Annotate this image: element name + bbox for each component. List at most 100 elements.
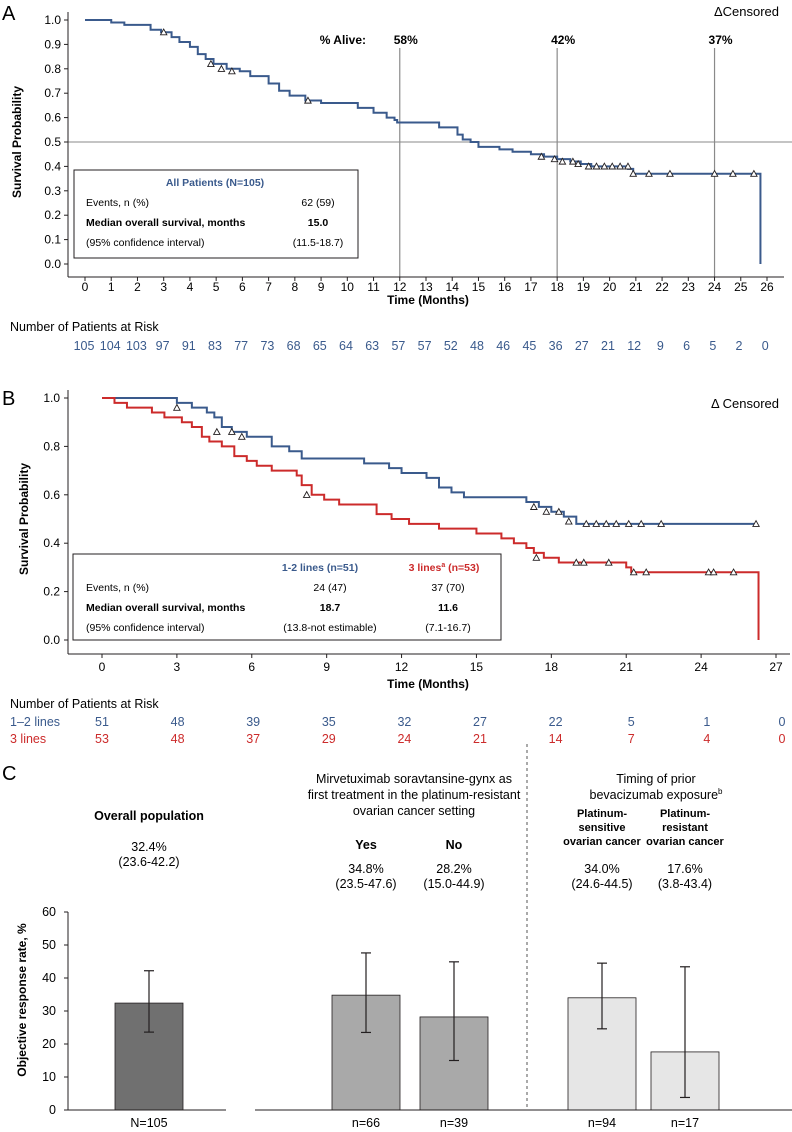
censor-mark-a bbox=[550, 154, 559, 163]
y-tick-label-b: 0.8 bbox=[43, 439, 60, 453]
panel-c-bar-chart: Mirvetuximab soravtansine-gynx as first t… bbox=[15, 744, 792, 1130]
stats-row-value-3-lines: 37 (70) bbox=[431, 582, 464, 594]
x-tick-label-b: 18 bbox=[545, 660, 559, 674]
y-tick-label-b: 0.2 bbox=[43, 585, 60, 599]
bar-category-label-c: ovarian cancer bbox=[563, 836, 641, 848]
bar-category-label-c: Overall population bbox=[94, 809, 204, 823]
censor-mark-a bbox=[206, 59, 215, 67]
risk-count-a: 9 bbox=[657, 339, 664, 353]
censored-legend-b: Δ Censored bbox=[711, 396, 779, 411]
bar-category-label-c: sensitive bbox=[578, 822, 625, 834]
panel-label-b: B bbox=[2, 388, 15, 410]
censor-mark-b bbox=[532, 553, 541, 561]
y-tick-label-a: 0.8 bbox=[44, 62, 61, 76]
y-axis-label-c: Objective response rate, % bbox=[15, 923, 29, 1077]
censor-mark-a bbox=[537, 152, 546, 160]
censor-mark-a bbox=[159, 28, 168, 36]
x-tick-label-a: 8 bbox=[292, 280, 299, 294]
group-title-line-c: ovarian cancer setting bbox=[353, 804, 475, 818]
stats-row-value-3-lines: 11.6 bbox=[438, 602, 458, 614]
bar-category-label-c: Yes bbox=[355, 838, 377, 852]
stats-row-value-3-lines: (7.1-16.7) bbox=[425, 622, 471, 634]
risk-row-label-b: 1–2 lines bbox=[10, 715, 60, 729]
panel-b-km-chart: Δ Censored 0.00.20.40.60.81.00 3 6 9 12 15 18 2… bbox=[10, 390, 790, 746]
censor-mark-b bbox=[237, 432, 246, 440]
risk-count-a: 45 bbox=[522, 339, 536, 353]
x-tick-label-b: 6 bbox=[248, 660, 255, 674]
y-tick-label-b: 0.4 bbox=[43, 536, 60, 550]
group-title-line-c: Mirvetuximab soravtansine-gynx as bbox=[316, 772, 512, 786]
censor-mark-a bbox=[749, 169, 758, 177]
risk-count-b: 32 bbox=[397, 715, 411, 729]
x-tick-label-a: 14 bbox=[446, 280, 460, 294]
risk-count-a: 68 bbox=[287, 339, 301, 353]
group-title-text: ovarian cancer setting bbox=[353, 804, 475, 818]
survival-line-3-lines bbox=[102, 397, 760, 640]
x-tick-label-a: 26 bbox=[760, 280, 774, 294]
x-tick-label-a: 17 bbox=[524, 280, 538, 294]
censor-mark-b bbox=[709, 568, 718, 576]
x-tick-label-a: 24 bbox=[708, 280, 722, 294]
panel-label-a: A bbox=[2, 3, 16, 25]
stats-row-value-1-2-lines: 18.7 bbox=[320, 602, 341, 614]
y-axis-label-b: Survival Probability bbox=[17, 463, 31, 575]
alive-percent-label: 37% bbox=[709, 33, 733, 47]
x-tick-label-a: 25 bbox=[734, 280, 748, 294]
risk-count-a: 57 bbox=[418, 339, 432, 353]
risk-count-b: 22 bbox=[549, 715, 563, 729]
group-title-text: first treatment in the platinum-resistan… bbox=[308, 788, 521, 802]
censor-mark-b bbox=[602, 519, 611, 527]
y-tick-label-a: 0.1 bbox=[44, 233, 61, 247]
x-tick-label-b: 21 bbox=[620, 660, 634, 674]
stats-row-label-a: Median overall survival, months bbox=[86, 217, 245, 229]
bar-ci-label-c: (23.5-47.6) bbox=[335, 877, 396, 891]
bar-ci-label-c: (15.0-44.9) bbox=[423, 877, 484, 891]
censor-mark-b bbox=[752, 519, 760, 527]
stats-row-label-b: Events, n (%) bbox=[86, 582, 149, 594]
censor-mark-b bbox=[542, 507, 551, 515]
censor-mark-b bbox=[704, 568, 713, 576]
x-tick-label-a: 1 bbox=[108, 280, 115, 294]
censor-mark-b bbox=[572, 558, 581, 566]
censor-mark-b bbox=[554, 507, 563, 515]
risk-count-b: 53 bbox=[95, 732, 109, 746]
survival-line-1-2-lines bbox=[102, 397, 757, 525]
risk-count-b: 5 bbox=[628, 715, 635, 729]
axes-c: 0 10 20 30 40 50 60 bbox=[42, 905, 792, 1117]
bar-n-label-c: N=105 bbox=[130, 1116, 167, 1130]
bar-n-label-c: n=94 bbox=[588, 1116, 616, 1130]
risk-count-b: 48 bbox=[171, 732, 185, 746]
bar-ci-label-c: (24.6-44.5) bbox=[571, 877, 632, 891]
stats-rows-b: Events, n (%) 24 (47) 37 (70) Median overal… bbox=[86, 582, 471, 634]
x-tick-label-b: 15 bbox=[470, 660, 484, 674]
censor-mark-b bbox=[302, 490, 311, 498]
x-tick-label-a: 16 bbox=[498, 280, 512, 294]
bar-category-label-c: resistant bbox=[662, 822, 708, 834]
censor-mark-a bbox=[665, 169, 674, 177]
x-tick-label-a: 23 bbox=[682, 280, 696, 294]
x-tick-label-a: 5 bbox=[213, 280, 220, 294]
risk-count-b: 37 bbox=[246, 732, 260, 746]
y-tick-label-c: 10 bbox=[42, 1070, 56, 1084]
x-tick-label-a: 19 bbox=[577, 280, 591, 294]
risk-count-a: 27 bbox=[575, 339, 589, 353]
censor-mark-a bbox=[558, 157, 567, 165]
censor-mark-a bbox=[574, 159, 583, 168]
risk-count-b: 27 bbox=[473, 715, 487, 729]
stats-row-value-1-2-lines: 24 (47) bbox=[313, 582, 346, 594]
censor-mark-b bbox=[624, 519, 633, 527]
censor-mark-b bbox=[579, 558, 588, 566]
stats-row-label-a: Events, n (%) bbox=[86, 197, 149, 209]
censor-mark-a bbox=[710, 169, 719, 177]
risk-count-a: 103 bbox=[126, 339, 147, 353]
censor-mark-b bbox=[592, 519, 601, 527]
axes-a: 0.00.10.20.30.40.50.60.70.80.91.00 1 2 3 4 5 6… bbox=[44, 12, 784, 294]
risk-count-b: 51 bbox=[95, 715, 109, 729]
y-tick-label-a: 0.3 bbox=[44, 184, 61, 198]
y-tick-label-a: 0.9 bbox=[44, 37, 61, 51]
x-tick-label-a: 2 bbox=[134, 280, 141, 294]
censor-mark-a bbox=[303, 96, 312, 104]
x-tick-label-a: 22 bbox=[655, 280, 669, 294]
bar-ci-label-c: (3.8-43.4) bbox=[658, 877, 712, 891]
axes-b: 0.0 0.2 0.4 0.6 0.8 1.0 0 3 6 9 12 15 18 21 24 27 bbox=[43, 390, 790, 674]
